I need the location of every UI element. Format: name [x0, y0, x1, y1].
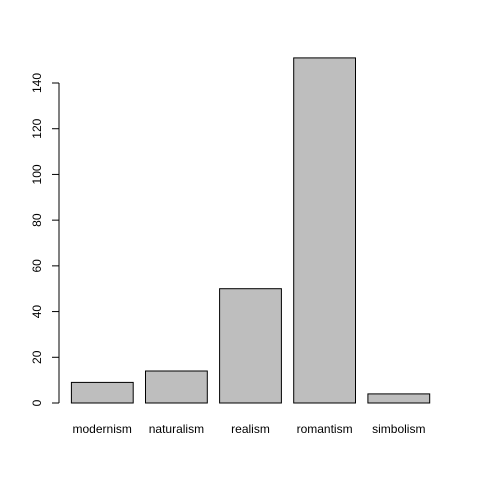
category-label-romantism: romantism — [297, 422, 353, 436]
y-tick-label: 40 — [30, 305, 44, 319]
category-label-realism: realism — [231, 422, 270, 436]
bar-simbolism — [367, 393, 431, 404]
y-tick-label: 80 — [30, 213, 44, 227]
bars-group — [70, 57, 431, 404]
y-tick-label: 20 — [30, 350, 44, 364]
y-tick-label: 100 — [30, 164, 44, 184]
y-tick-label: 0 — [30, 399, 44, 406]
bar-romantism — [293, 57, 357, 404]
bar-realism — [219, 288, 282, 404]
y-tick-label: 140 — [30, 73, 44, 93]
y-tick-label: 120 — [30, 118, 44, 138]
category-label-modernism: modernism — [73, 422, 132, 436]
y-axis: 0 20 40 60 80 100 120 140 — [30, 73, 60, 406]
bar-modernism — [70, 381, 134, 404]
category-label-simbolism: simbolism — [372, 422, 425, 436]
category-label-naturalism: naturalism — [149, 422, 204, 436]
x-axis-category-labels: modernism naturalism realism romantism simbo… — [73, 422, 426, 436]
y-tick-label: 60 — [30, 259, 44, 273]
bar-naturalism — [145, 370, 208, 404]
